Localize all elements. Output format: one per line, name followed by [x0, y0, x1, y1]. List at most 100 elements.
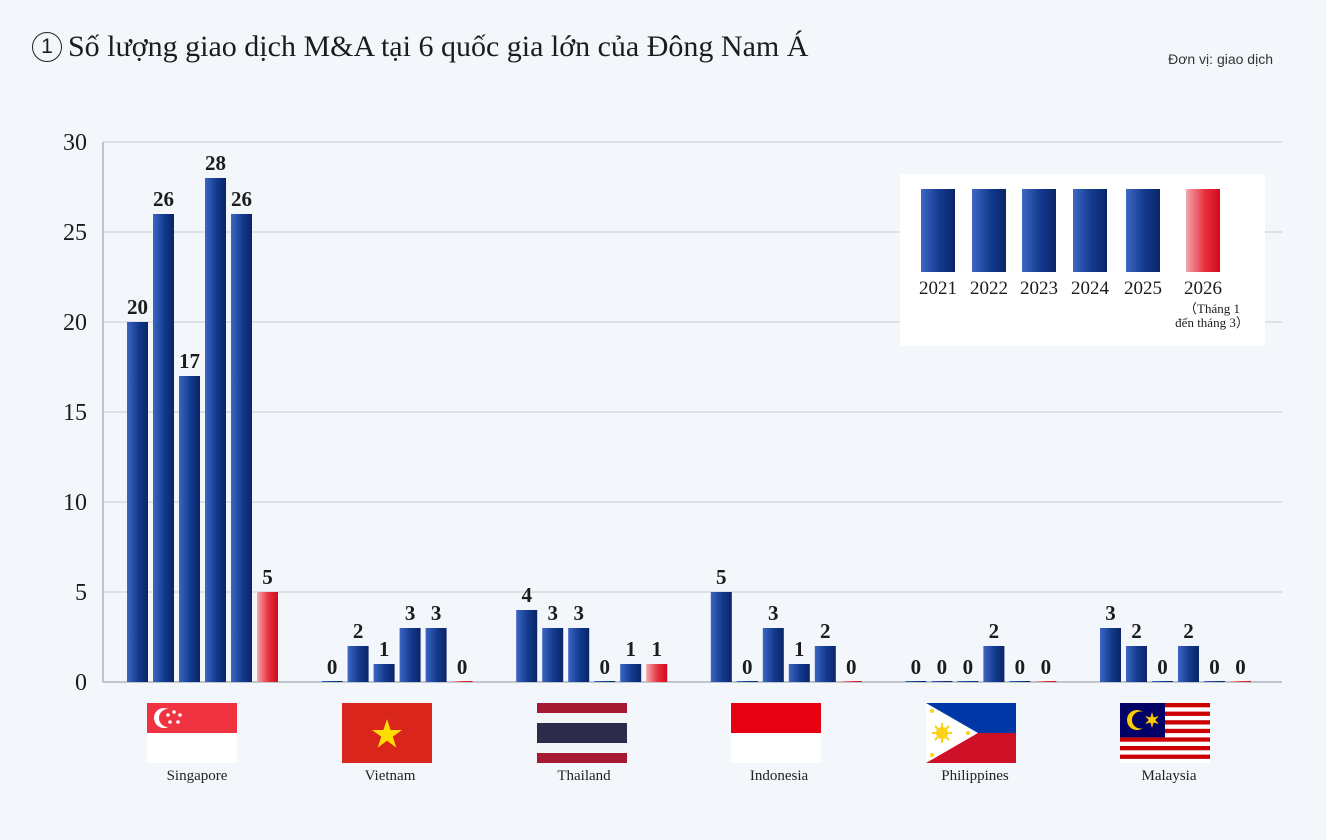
- bar-singapore-2021: [127, 322, 148, 682]
- legend-year-2025: 2025: [1124, 278, 1162, 299]
- singapore-flag-icon: [147, 703, 237, 763]
- bar-singapore-2022: [153, 214, 174, 682]
- y-tick-label: 30: [63, 130, 87, 156]
- bar-vietnam-2022: [347, 646, 369, 682]
- legend-year-2021: 2021: [919, 278, 957, 299]
- title-text: Số lượng giao dịch M&A tại 6 quốc gia lớ…: [68, 30, 809, 63]
- value-label: 2: [1131, 619, 1142, 643]
- bar-vietnam-2023: [373, 664, 395, 682]
- vietnam-flag-icon: [342, 703, 432, 763]
- value-label: 1: [625, 637, 636, 661]
- bar-singapore-2023: [179, 376, 200, 682]
- value-label: 3: [431, 601, 442, 625]
- bar-malaysia-2021: [1100, 628, 1121, 682]
- value-label: 0: [742, 655, 753, 679]
- bar-vietnam-2025: [425, 628, 447, 682]
- legend-year-2022: 2022: [970, 278, 1008, 299]
- value-label: 3: [405, 601, 416, 625]
- value-label: 2: [820, 619, 831, 643]
- value-label: 0: [846, 655, 857, 679]
- value-label: 17: [179, 349, 200, 373]
- bar-thailand-2023: [568, 628, 590, 682]
- bar-thailand-2021: [516, 610, 538, 682]
- malaysia-flag-icon: [1120, 703, 1210, 763]
- legend: 2021 2022 2023 2024 2025 2026 （Tháng 1 đ…: [900, 174, 1265, 346]
- country-label-indonesia: Indonesia: [749, 768, 809, 784]
- y-tick-label: 10: [63, 490, 87, 516]
- legend-swatch-2024: [1073, 189, 1107, 272]
- bar-philippines-2023: [957, 681, 979, 682]
- value-label: 0: [457, 655, 468, 679]
- value-label: 2: [1183, 619, 1194, 643]
- value-label: 0: [1157, 655, 1168, 679]
- legend-year-2024: 2024: [1071, 278, 1109, 299]
- bar-indonesia-2026: [840, 681, 862, 682]
- indonesia-flag-icon: [731, 703, 821, 763]
- bar-indonesia-2023: [762, 628, 784, 682]
- bar-thailand-2026: [646, 664, 668, 682]
- bar-thailand-2022: [542, 628, 564, 682]
- chart-title: 1 Số lượng giao dịch M&A tại 6 quốc gia l…: [32, 30, 808, 64]
- bar-indonesia-2025: [814, 646, 836, 682]
- bar-singapore-2026: [257, 592, 278, 682]
- bar-philippines-2026: [1035, 681, 1057, 682]
- value-label: 0: [1041, 655, 1052, 679]
- y-tick-label: 5: [75, 580, 87, 606]
- value-label: 0: [911, 655, 922, 679]
- unit-label: Đơn vị: giao dịch: [1168, 51, 1273, 67]
- value-label: 0: [327, 655, 338, 679]
- thailand-flag-icon: [537, 703, 627, 763]
- legend-swatch-2021: [921, 189, 955, 272]
- value-label: 3: [768, 601, 779, 625]
- legend-swatch-2022: [972, 189, 1006, 272]
- legend-swatch-2026: [1186, 189, 1220, 272]
- bar-philippines-2025: [1009, 681, 1031, 682]
- value-label: 0: [599, 655, 610, 679]
- value-label: 0: [1015, 655, 1026, 679]
- y-tick-label: 25: [63, 220, 87, 246]
- value-label: 4: [521, 583, 532, 607]
- value-label: 3: [573, 601, 584, 625]
- bar-malaysia-2022: [1126, 646, 1147, 682]
- bar-singapore-2024: [205, 178, 226, 682]
- bar-thailand-2024: [594, 681, 616, 682]
- y-tick-label: 20: [63, 310, 87, 336]
- y-tick-label: 0: [75, 670, 87, 696]
- legend-swatch-2023: [1022, 189, 1056, 272]
- bar-indonesia-2024: [788, 664, 810, 682]
- bar-malaysia-2025: [1204, 681, 1225, 682]
- country-label-thailand: Thailand: [557, 768, 611, 784]
- bar-indonesia-2022: [736, 681, 758, 682]
- legend-note-2026: （Tháng 1 đến tháng 3）: [1175, 301, 1249, 330]
- bar-philippines-2024: [983, 646, 1005, 682]
- legend-year-2026: 2026: [1184, 278, 1222, 299]
- value-label: 5: [716, 565, 727, 589]
- bar-malaysia-2023: [1152, 681, 1173, 682]
- value-label: 2: [353, 619, 364, 643]
- bar-indonesia-2021: [710, 592, 732, 682]
- value-label: 3: [1105, 601, 1116, 625]
- bar-vietnam-2021: [321, 681, 343, 682]
- bar-vietnam-2024: [399, 628, 421, 682]
- value-label: 0: [1235, 655, 1246, 679]
- value-label: 26: [231, 187, 252, 211]
- value-label: 1: [794, 637, 805, 661]
- bar-philippines-2021: [905, 681, 927, 682]
- value-label: 26: [153, 187, 174, 211]
- country-label-vietnam: Vietnam: [364, 768, 416, 784]
- bars: [127, 178, 1251, 682]
- value-label: 0: [963, 655, 974, 679]
- y-axis-ticks: 0 5 10 15 20 25 30: [63, 130, 87, 696]
- bar-vietnam-2026: [451, 681, 473, 682]
- title-number: 1: [32, 32, 62, 62]
- philippines-flag-icon: [926, 703, 1016, 763]
- y-tick-label: 15: [63, 400, 87, 426]
- country-label-singapore: Singapore: [166, 768, 228, 784]
- value-label: 28: [205, 151, 226, 175]
- value-label: 2: [989, 619, 1000, 643]
- bar-philippines-2022: [931, 681, 953, 682]
- value-label: 0: [937, 655, 948, 679]
- bar-thailand-2025: [620, 664, 642, 682]
- legend-swatch-2025: [1126, 189, 1160, 272]
